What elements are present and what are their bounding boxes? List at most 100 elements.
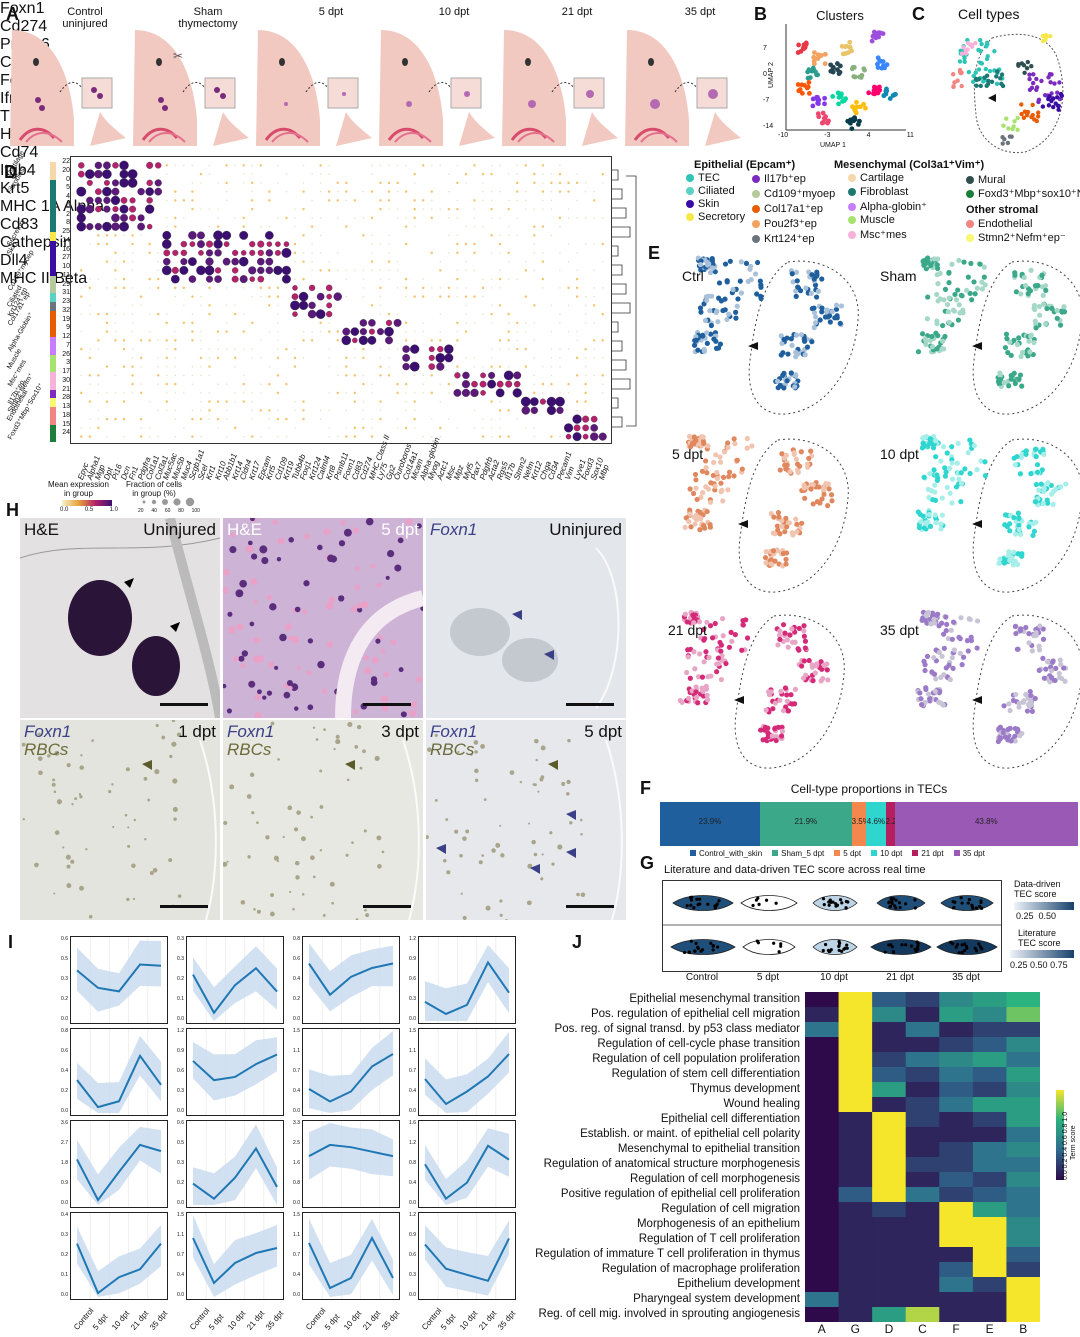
- umap-cell: [809, 662, 815, 668]
- celltype-point: [973, 40, 978, 46]
- dotplot-dot: [88, 286, 92, 290]
- violin-point: [689, 898, 694, 902]
- celltypes-umap: [950, 33, 1065, 154]
- dotplot-dot: [437, 345, 444, 353]
- umap-cell: [996, 380, 1002, 386]
- dotplot-dot: [448, 252, 450, 254]
- tissue-cell: [274, 665, 279, 670]
- dotplot-dot: [567, 208, 570, 210]
- lineplot-yticks: 0.6 0.5 0.3 0.2 0.0: [54, 936, 68, 1022]
- umap-cell: [782, 529, 788, 535]
- umap-cell: [789, 271, 795, 277]
- umap-cell: [712, 620, 718, 627]
- legend-swatch: [752, 220, 760, 229]
- tissue-cell: [65, 854, 71, 860]
- heatmap-cell: [805, 1067, 840, 1083]
- dotplot-dot: [162, 230, 172, 240]
- umap-cell: [701, 522, 707, 529]
- tissue-cell: [398, 667, 404, 673]
- heatmap-column-label: A: [817, 1322, 826, 1336]
- umap-cell: [698, 309, 704, 315]
- dotplot-dot: [456, 234, 459, 237]
- heatmap-cell: [838, 1172, 873, 1188]
- proportion-legend-swatch: [772, 850, 779, 856]
- tissue-cell: [540, 877, 544, 881]
- legend-swatch: [848, 203, 856, 212]
- umap-cell: [714, 469, 720, 476]
- dotplot-dot: [97, 348, 100, 350]
- umap-cell: [1034, 469, 1041, 475]
- dotplot-dot: [165, 321, 168, 325]
- dotplot-dot: [430, 208, 433, 210]
- tissue-cell: [266, 690, 273, 696]
- dotplot-dot: [388, 252, 390, 254]
- umap-cell: [1028, 701, 1035, 708]
- umap-cell: [815, 288, 822, 294]
- umap-cell: [702, 458, 709, 464]
- umap-cell: [783, 561, 789, 567]
- dotplot-dot: [311, 252, 313, 254]
- heatmap-cell: [939, 1097, 974, 1113]
- celltype-point: [1030, 80, 1036, 86]
- umap-cell: [947, 465, 953, 472]
- dotplot-dot: [507, 278, 510, 280]
- dotplot-dot: [251, 207, 254, 211]
- dotplot-dot: [285, 382, 288, 386]
- umap-cell: [772, 531, 778, 537]
- heatmap-cell: [905, 1277, 940, 1293]
- umap-cell: [949, 460, 955, 466]
- dotplot-dot: [191, 339, 194, 342]
- dotplot-dot: [353, 391, 357, 395]
- dotplot-dot: [172, 249, 179, 256]
- violin-xlabel: 5 dpt: [756, 972, 780, 983]
- celltype-point: [1010, 126, 1015, 132]
- dotplot-dot: [345, 374, 348, 377]
- dotplot-dot: [200, 435, 202, 438]
- umap-cell: [725, 440, 731, 446]
- scale-bar: [160, 905, 208, 908]
- dotplot-dot: [396, 190, 399, 193]
- tissue-cell: [485, 905, 491, 911]
- umap-cell: [690, 612, 696, 618]
- umap-cell: [704, 692, 710, 698]
- umap-cell: [801, 623, 807, 629]
- dotplot-dot: [131, 348, 134, 350]
- lineplot-chart: [76, 1029, 162, 1115]
- dotplot-dot: [336, 181, 339, 185]
- dotplot-dot: [541, 382, 545, 386]
- tissue-cell: [272, 519, 278, 525]
- violin-point: [823, 942, 828, 947]
- celltype-point: [1001, 123, 1006, 128]
- dotplot-dot: [200, 182, 202, 184]
- heatmap-cell: [805, 1082, 840, 1098]
- lineplot-chart: [76, 1213, 162, 1299]
- violin-point: [755, 939, 759, 943]
- dotplot-dot: [225, 409, 228, 412]
- violin-point: [979, 900, 983, 905]
- dotplot-dot: [520, 396, 531, 407]
- dotplot-dot: [105, 400, 109, 403]
- dotplot-dot: [499, 164, 501, 167]
- cluster-point: [815, 94, 820, 100]
- dotplot-row-id: 8: [66, 219, 70, 227]
- umap-cell: [704, 330, 710, 336]
- violin-point: [960, 901, 964, 905]
- umap-cell: [777, 697, 783, 703]
- tissue-cell: [79, 885, 84, 891]
- tissue-cell: [301, 893, 305, 896]
- tissue-cell: [177, 894, 182, 898]
- dotplot-dot: [516, 190, 519, 193]
- dotplot-dot: [371, 269, 373, 272]
- tissue-cell: [307, 704, 314, 711]
- umap-cell: [1019, 730, 1025, 737]
- umap-cell: [1027, 288, 1033, 294]
- umap-cell: [1027, 688, 1033, 695]
- legend-item: Foxd3⁺Mbp⁺sox10⁺NC: [966, 187, 1080, 200]
- dotplot-dot: [567, 382, 570, 386]
- micrograph-tile: Foxn1 RBCs 5 dpt: [426, 720, 626, 920]
- tissue-cell: [355, 918, 359, 920]
- dotplot-dot: [165, 173, 168, 175]
- umap-cell: [726, 469, 733, 475]
- dotplot-dot: [242, 225, 245, 228]
- lineplot-chart: [192, 937, 278, 1023]
